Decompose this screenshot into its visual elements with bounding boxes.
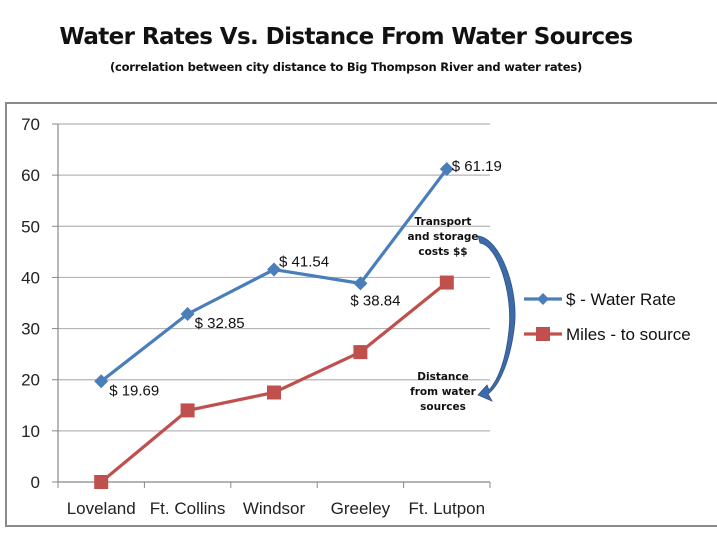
x-tick-label: Ft. Collins	[150, 499, 226, 518]
y-axis-ticks: 0 10 20 30 40 50 60 70	[21, 115, 40, 492]
chart-title: Water Rates Vs. Distance From Water Sour…	[59, 24, 633, 50]
y-tick-label: 50	[21, 217, 40, 236]
legend-label: Miles - to source	[566, 325, 691, 344]
series-markers	[94, 162, 454, 489]
x-tick-label: Loveland	[67, 499, 136, 518]
axes	[52, 123, 491, 488]
chart-subtitle: (correlation between city distance to Bi…	[109, 60, 583, 74]
marker-water-rate	[94, 374, 109, 389]
y-tick-label: 20	[21, 371, 40, 390]
marker-water-rate	[439, 162, 454, 177]
chart-frame	[5, 102, 717, 527]
x-tick-label: Ft. Lutpon	[409, 499, 486, 518]
x-tick-label: Windsor	[243, 499, 306, 518]
y-tick-label: 70	[21, 115, 40, 134]
annotation-transport-costs: and storage	[407, 231, 478, 243]
annotation-transport-costs: costs $$	[418, 246, 467, 258]
y-tick-label: 0	[31, 473, 40, 492]
annotation-distance: Distance	[417, 371, 469, 383]
annotation-distance: from water	[410, 386, 476, 398]
legend: $ - Water Rate Miles - to source	[524, 290, 691, 344]
marker-water-rate	[353, 276, 368, 291]
legend-label: $ - Water Rate	[566, 290, 676, 309]
data-label: $ 19.69	[109, 382, 159, 399]
x-axis-ticks: Loveland Ft. Collins Windsor Greeley Ft. Lut…	[67, 499, 485, 518]
data-label: $ 32.85	[195, 315, 245, 332]
marker-miles	[180, 403, 195, 418]
marker-miles	[267, 385, 281, 400]
marker-miles	[439, 275, 454, 290]
data-label: $ 38.84	[350, 292, 400, 309]
marker-miles	[94, 475, 109, 489]
annotation-transport-costs: Transport	[415, 216, 472, 228]
y-tick-label: 30	[21, 320, 40, 339]
marker-miles	[353, 345, 368, 360]
curved-arrow-icon	[477, 235, 516, 402]
legend-square-icon	[536, 327, 550, 341]
y-tick-label: 40	[21, 268, 40, 287]
gridlines	[58, 123, 490, 432]
series-lines	[100, 168, 449, 484]
y-tick-label: 60	[21, 166, 40, 185]
y-tick-label: 10	[21, 422, 40, 441]
data-labels: $ 19.69 $ 32.85 $ 41.54 $ 38.84 $ 61.19	[109, 158, 502, 399]
marker-water-rate	[267, 262, 281, 277]
annotation-distance: sources	[420, 401, 466, 413]
data-label: $ 41.54	[279, 254, 329, 271]
x-tick-label: Greeley	[331, 499, 391, 518]
legend-diamond-icon	[537, 293, 549, 305]
marker-water-rate	[180, 306, 195, 321]
annotations: Transport and storage costs $$ Distance from…	[407, 216, 516, 413]
data-label: $ 61.19	[452, 158, 502, 175]
